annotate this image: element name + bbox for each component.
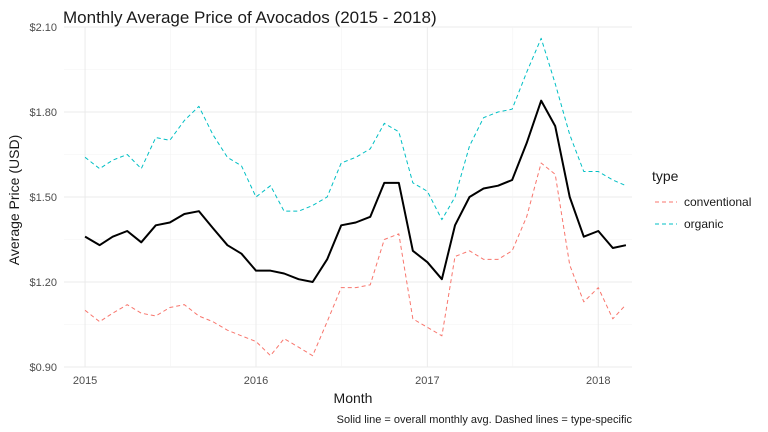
y-tick-label: $0.90	[29, 362, 57, 374]
legend-title: type	[652, 168, 679, 184]
x-tick-label: 2017	[415, 375, 439, 387]
grid-lines	[64, 26, 632, 368]
x-tick-label: 2018	[586, 375, 610, 387]
legend: type conventional organic	[652, 168, 751, 231]
series-line-organic	[84, 37, 627, 221]
chart-title: Monthly Average Price of Avocados (2015 …	[63, 8, 437, 27]
x-axis-ticks: 2015 2016 2017 2018	[73, 375, 611, 387]
series-line-overall	[84, 99, 627, 283]
legend-label-conventional: conventional	[684, 195, 751, 209]
legend-label-organic: organic	[684, 217, 723, 231]
y-tick-label: $1.50	[29, 192, 57, 204]
x-tick-label: 2015	[73, 375, 97, 387]
y-tick-label: $1.80	[29, 107, 57, 119]
y-axis-title: Average Price (USD)	[6, 135, 22, 265]
x-axis-title: Month	[334, 390, 373, 406]
y-tick-label: $2.10	[29, 22, 57, 34]
chart-caption: Solid line = overall monthly avg. Dashed…	[337, 414, 633, 426]
series-line-conventional	[84, 162, 627, 357]
x-tick-label: 2016	[244, 375, 268, 387]
y-tick-label: $1.20	[29, 277, 57, 289]
series-lines	[84, 37, 627, 357]
y-axis-ticks: $0.90 $1.20 $1.50 $1.80 $2.10	[29, 22, 57, 374]
